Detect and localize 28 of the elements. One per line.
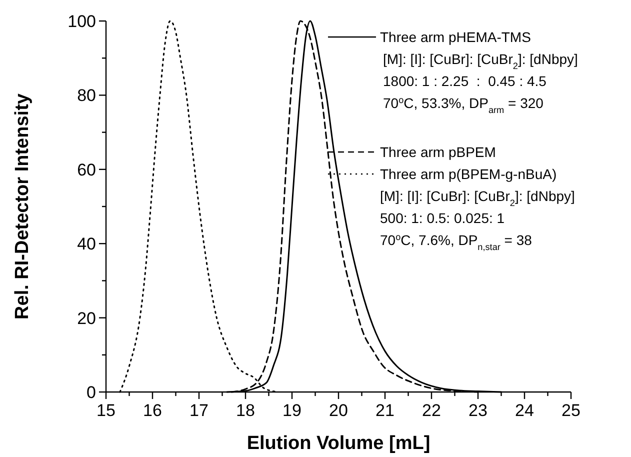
x-tick-label: 23: [468, 401, 488, 420]
annotation: 500: 1: 0.5: 0.025: 1: [380, 210, 505, 226]
legend-label: Three arm pHEMA-TMS: [380, 29, 531, 45]
x-tick-label: 24: [515, 401, 534, 420]
y-tick-label: 0: [86, 383, 96, 402]
x-tick-label: 21: [376, 401, 394, 420]
x-tick-label: 15: [96, 401, 116, 420]
x-tick-label: 17: [190, 401, 208, 420]
annotation: 70$^{o}$C, 7.6%, DP$_{n,star}$ = 38: [380, 232, 532, 252]
x-tick-label: 18: [236, 401, 255, 420]
annotation: [M]: [I]: [CuBr]: [CuBr$_{2}$]: [dNbpy]: [383, 51, 578, 71]
legend-label: Three arm pBPEM: [380, 144, 496, 160]
x-axis-title: Elution Volume [mL]: [246, 433, 430, 454]
x-tick-label: 22: [422, 401, 441, 420]
x-tick-label: 20: [329, 401, 348, 420]
y-axis-title: Rel. RI-Detector Intensity: [12, 93, 33, 320]
x-tick-label: 19: [282, 401, 302, 420]
x-tick-label: 25: [562, 401, 580, 420]
y-tick-label: 20: [77, 308, 96, 328]
annotation: 1800: 1 : 2.25 : 0.45 : 4.5: [383, 73, 547, 89]
annotation: [M]: [I]: [CuBr]: [CuBr$_{2}$]: [dNbpy]: [380, 188, 575, 208]
y-tick-label: 60: [77, 160, 96, 180]
y-tick-label: 40: [77, 234, 96, 254]
x-tick-label: 16: [143, 401, 162, 420]
legend-label: Three arm p(BPEM-g-nBuA): [380, 166, 557, 182]
annotation: 70$^{o}$C, 53.3%, DP$_{arm}$ = 320: [383, 95, 544, 115]
y-tick-label: 100: [68, 12, 96, 31]
y-tick-label: 80: [77, 86, 96, 106]
